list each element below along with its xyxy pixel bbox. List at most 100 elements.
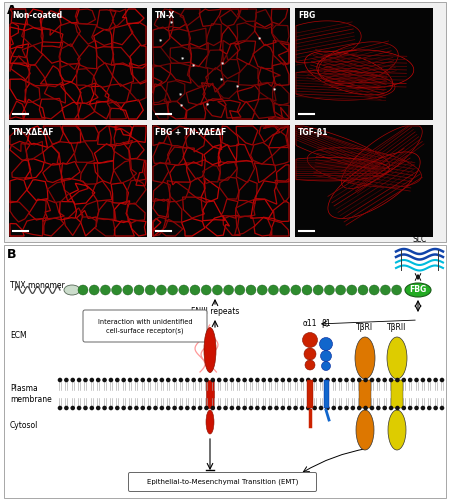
Circle shape	[185, 406, 189, 410]
Circle shape	[338, 378, 342, 382]
Circle shape	[293, 378, 298, 382]
Circle shape	[261, 406, 266, 410]
Circle shape	[153, 378, 158, 382]
Circle shape	[382, 406, 387, 410]
Circle shape	[83, 406, 88, 410]
Circle shape	[313, 285, 323, 295]
Circle shape	[279, 285, 290, 295]
Circle shape	[190, 285, 200, 295]
Text: *: *	[180, 56, 184, 61]
Circle shape	[230, 406, 234, 410]
Circle shape	[122, 378, 126, 382]
Circle shape	[64, 378, 69, 382]
Text: *: *	[170, 20, 173, 25]
Circle shape	[236, 406, 241, 410]
Text: TβRI: TβRI	[356, 323, 374, 332]
Circle shape	[408, 378, 413, 382]
Text: *: *	[273, 88, 276, 92]
Circle shape	[166, 378, 171, 382]
Circle shape	[312, 406, 317, 410]
Circle shape	[58, 406, 62, 410]
Circle shape	[306, 406, 310, 410]
Circle shape	[376, 378, 381, 382]
Circle shape	[306, 378, 310, 382]
Text: β1: β1	[321, 319, 331, 328]
Bar	[324, 380, 328, 408]
Circle shape	[357, 406, 361, 410]
Text: Interaction with unidentified
cell-surface receptor(s): Interaction with unidentified cell-surfa…	[98, 318, 192, 334]
Circle shape	[255, 406, 260, 410]
Text: FNIII repeats: FNIII repeats	[191, 308, 239, 316]
Circle shape	[58, 378, 62, 382]
Circle shape	[336, 285, 346, 295]
Circle shape	[140, 406, 145, 410]
Circle shape	[191, 378, 196, 382]
Circle shape	[167, 285, 178, 295]
Text: Cytosol: Cytosol	[10, 420, 38, 430]
Circle shape	[179, 378, 183, 382]
Bar	[359, 380, 371, 408]
Circle shape	[358, 285, 368, 295]
Text: *: *	[158, 38, 162, 44]
Circle shape	[224, 285, 234, 295]
Circle shape	[157, 285, 166, 295]
Circle shape	[128, 406, 132, 410]
Circle shape	[83, 378, 88, 382]
Text: SLC: SLC	[412, 234, 427, 244]
Circle shape	[96, 378, 100, 382]
Circle shape	[338, 406, 342, 410]
Ellipse shape	[204, 328, 216, 372]
Circle shape	[363, 406, 368, 410]
Circle shape	[172, 406, 177, 410]
Text: TNX monomer: TNX monomer	[10, 280, 65, 289]
Circle shape	[90, 406, 94, 410]
Text: *: *	[220, 77, 224, 82]
Text: *: *	[180, 103, 184, 108]
Circle shape	[217, 406, 221, 410]
Circle shape	[128, 378, 132, 382]
Bar	[152, 8, 290, 120]
Circle shape	[89, 285, 99, 295]
Circle shape	[274, 406, 279, 410]
Circle shape	[134, 378, 139, 382]
Circle shape	[380, 285, 391, 295]
Circle shape	[351, 378, 355, 382]
Bar	[9, 125, 147, 237]
Circle shape	[160, 406, 164, 410]
Circle shape	[77, 378, 81, 382]
Bar	[4, 2, 446, 242]
Circle shape	[433, 378, 438, 382]
Text: *: *	[257, 36, 261, 41]
Circle shape	[304, 348, 316, 360]
Circle shape	[440, 378, 444, 382]
Ellipse shape	[206, 410, 214, 434]
Circle shape	[401, 378, 406, 382]
Circle shape	[179, 406, 183, 410]
Circle shape	[293, 406, 298, 410]
Circle shape	[100, 285, 110, 295]
Circle shape	[369, 285, 379, 295]
Circle shape	[145, 285, 155, 295]
Circle shape	[363, 378, 368, 382]
Ellipse shape	[388, 410, 406, 450]
Text: ECM: ECM	[10, 330, 27, 340]
Circle shape	[421, 406, 425, 410]
Circle shape	[255, 378, 260, 382]
Circle shape	[172, 378, 177, 382]
Circle shape	[261, 378, 266, 382]
Circle shape	[236, 378, 241, 382]
Circle shape	[320, 338, 333, 350]
Circle shape	[122, 406, 126, 410]
Circle shape	[321, 362, 330, 370]
Circle shape	[351, 406, 355, 410]
Circle shape	[112, 285, 122, 295]
Text: FBG: FBG	[410, 286, 427, 294]
Text: *: *	[220, 61, 224, 66]
Text: TN-XΔEΔF: TN-XΔEΔF	[12, 128, 54, 137]
Bar	[9, 8, 147, 120]
Circle shape	[300, 406, 304, 410]
Circle shape	[191, 406, 196, 410]
Circle shape	[344, 406, 349, 410]
Circle shape	[147, 378, 152, 382]
Circle shape	[305, 360, 315, 370]
